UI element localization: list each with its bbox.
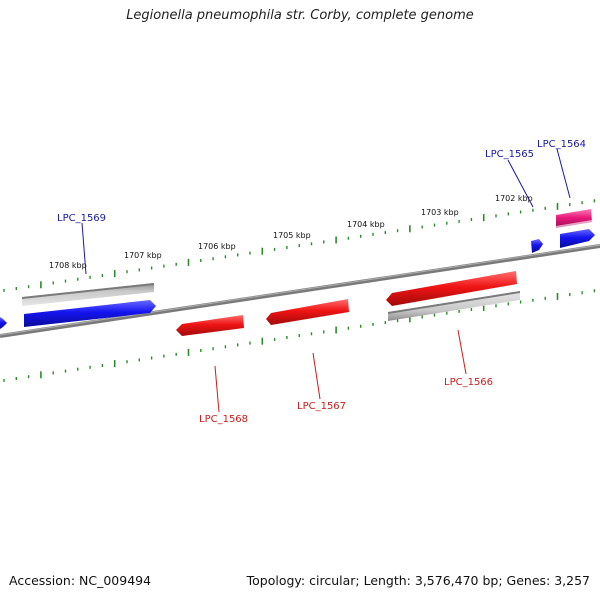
label-LPC_1565: LPC_1565 — [485, 149, 534, 160]
label-LPC_1564: LPC_1564 — [537, 139, 586, 150]
gene-LPC_1569[interactable] — [24, 300, 156, 327]
kbp-label-1705: 1705 kbp — [273, 231, 311, 240]
accession-text: Accession: NC_009494 — [9, 573, 152, 588]
leader-LPC_1566 — [457, 329, 467, 375]
leader-LPC_1565 — [507, 159, 534, 208]
outer-tick-track — [3, 199, 596, 292]
genome-backbone — [0, 244, 600, 338]
gray-track-upper — [22, 283, 154, 306]
gene-right-edge-blue[interactable] — [560, 229, 595, 248]
map-title: Legionella pneumophila str. Corby, compl… — [126, 8, 474, 23]
kbp-label-1702: 1702 kbp — [495, 194, 533, 203]
kbp-label-1708: 1708 kbp — [49, 261, 87, 270]
genome-summary-text: Topology: circular; Length: 3,576,470 bp… — [246, 573, 590, 588]
leader-LPC_1567 — [312, 352, 321, 400]
leader-LPC_1564 — [556, 148, 571, 199]
gene-LPC_1564[interactable] — [556, 209, 592, 228]
leader-LPC_1568 — [214, 365, 220, 413]
leader-LPC_1569 — [81, 222, 87, 275]
gene-LPC_1568[interactable] — [176, 315, 244, 336]
label-LPC_1569: LPC_1569 — [57, 213, 106, 224]
gene-LPC_1567[interactable] — [266, 299, 349, 325]
label-leaders — [81, 148, 571, 413]
gene-LPC_1566[interactable] — [386, 271, 517, 306]
label-LPC_1566: LPC_1566 — [444, 377, 493, 388]
gene-labels: LPC_1564 LPC_1565 LPC_1569 LPC_1566 LPC_… — [57, 139, 586, 425]
kbp-labels: 1702 kbp 1703 kbp 1704 kbp 1705 kbp 1706… — [49, 194, 533, 270]
kbp-label-1704: 1704 kbp — [347, 220, 385, 229]
label-LPC_1567: LPC_1567 — [297, 401, 346, 412]
kbp-label-1707: 1707 kbp — [124, 251, 162, 260]
genome-backbone-highlight — [0, 244, 600, 336]
label-LPC_1568: LPC_1568 — [199, 414, 248, 425]
kbp-label-1703: 1703 kbp — [421, 208, 459, 217]
inner-tick-track — [3, 289, 596, 382]
gene-left-edge-fragment[interactable] — [0, 317, 7, 329]
gray-track-lower — [388, 291, 520, 321]
kbp-label-1706: 1706 kbp — [198, 242, 236, 251]
gene-LPC_1565[interactable] — [531, 239, 543, 253]
